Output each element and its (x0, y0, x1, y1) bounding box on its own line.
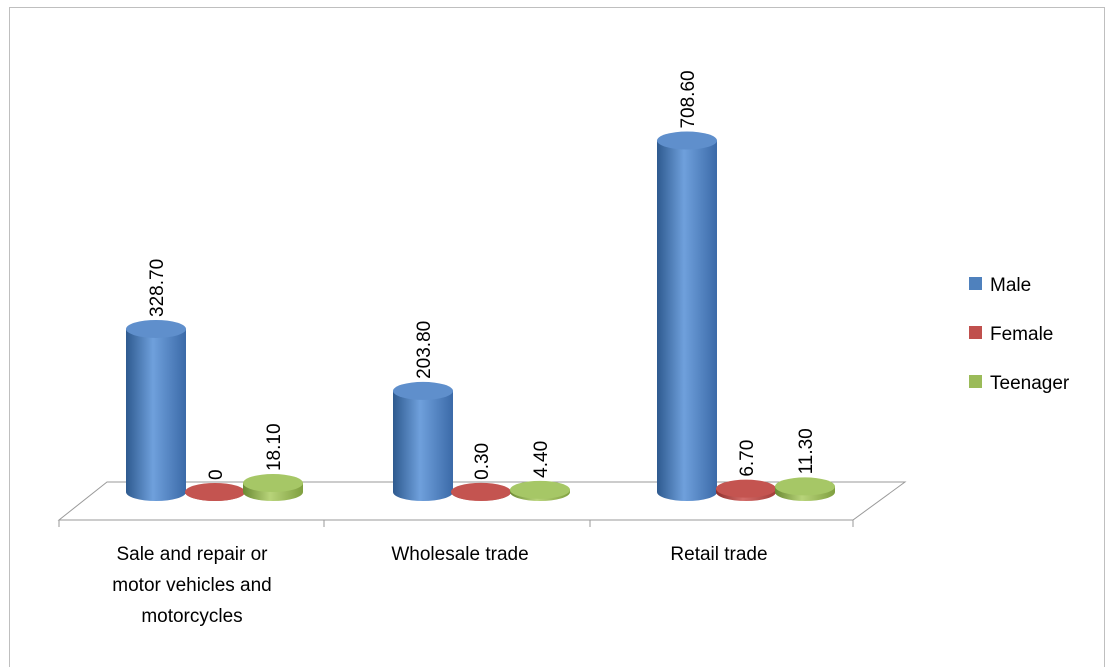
bar-top (657, 131, 717, 150)
bar-female-2 (451, 482, 511, 501)
data-label: 0 (206, 469, 227, 480)
bar-top (775, 477, 835, 496)
bar-female-1 (185, 483, 245, 501)
bar-chart: 328.70 203.80 708.60 0 0.30 6.70 18.10 4.40 11.3… (57, 70, 1070, 627)
category-labels: Sale and repair or motor vehicles and moto… (112, 544, 767, 627)
bar-teenager-1 (243, 474, 303, 501)
legend-label: Male (990, 275, 1031, 296)
bar-body (393, 390, 453, 501)
legend-swatch (969, 277, 982, 290)
legend-label: Teenager (990, 373, 1070, 394)
data-label: 328.70 (147, 259, 168, 317)
legend-swatch (969, 375, 982, 388)
data-label: 4.40 (531, 441, 552, 478)
data-label: 708.60 (678, 70, 699, 128)
bar-male-1 (126, 319, 186, 501)
legend-swatch (969, 326, 982, 339)
bar-top (393, 381, 453, 400)
category-label-3: Retail trade (670, 544, 767, 565)
bar-male-3 (657, 131, 717, 501)
bar-female-3 (716, 479, 776, 501)
bar-teenager-3 (775, 477, 835, 501)
chart-frame (9, 7, 1105, 667)
bar-body (657, 140, 717, 501)
data-label: 11.30 (796, 428, 817, 474)
data-label: 6.70 (737, 440, 758, 477)
category-label-1: Sale and repair or motor vehicles and moto… (112, 544, 271, 627)
category-label-2: Wholesale trade (391, 544, 528, 565)
bar-body (126, 328, 186, 501)
bar-teenager-2 (510, 480, 570, 501)
legend: Male Female Teenager (969, 275, 1070, 394)
legend-item-male: Male (969, 275, 1031, 296)
bar-male-2 (393, 381, 453, 501)
legend-item-female: Female (969, 324, 1053, 345)
bar-top (243, 474, 303, 493)
bar-top (716, 479, 776, 498)
bar-top (451, 482, 511, 501)
data-label: 18.10 (264, 423, 285, 471)
legend-label: Female (990, 324, 1053, 345)
data-label: 203.80 (414, 321, 435, 379)
bar-top (185, 483, 245, 501)
bars (126, 131, 835, 501)
data-labels: 328.70 203.80 708.60 0 0.30 6.70 18.10 4.40 11.3… (147, 70, 817, 480)
legend-item-teenager: Teenager (969, 373, 1070, 394)
bar-top (126, 319, 186, 338)
bar-top (510, 480, 570, 499)
data-label: 0.30 (472, 443, 493, 480)
